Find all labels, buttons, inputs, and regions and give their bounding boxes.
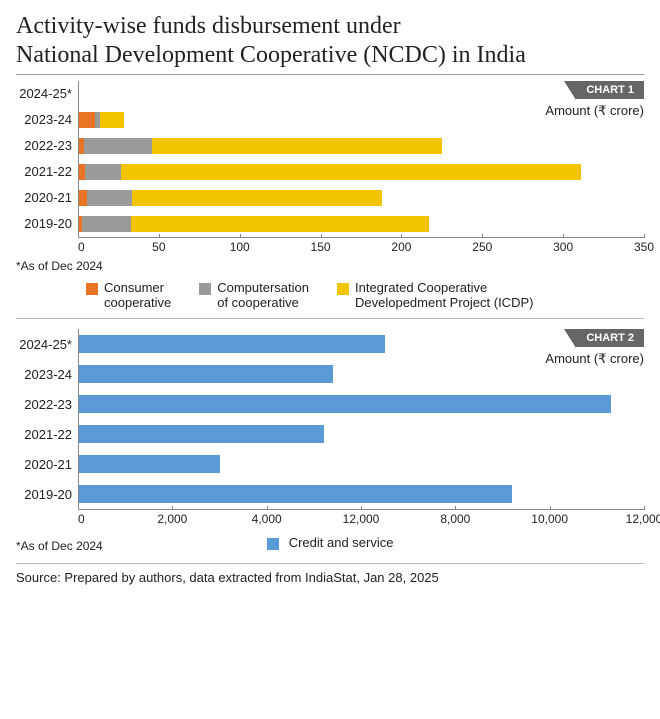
- chart1-track: [78, 211, 644, 237]
- chart1-row: 2020-21: [16, 185, 644, 211]
- chart1-xtick: 0: [78, 240, 85, 254]
- chart2-track: [78, 359, 644, 389]
- chart2-bar-seg: [79, 365, 333, 383]
- chart2-xtick: 4,000: [252, 512, 282, 526]
- chart1-xtick: 350: [634, 240, 654, 254]
- legend-swatch-credit: [267, 538, 279, 550]
- chart1-track: [78, 159, 644, 185]
- title-divider: [16, 74, 644, 75]
- legend-swatch: [86, 283, 98, 295]
- chart2-bar-seg: [79, 455, 220, 473]
- chart1-legend-item: Consumercooperative: [86, 281, 171, 311]
- chart1-note: *As of Dec 2024: [16, 259, 644, 273]
- chart2-row: 2022-23: [16, 389, 644, 419]
- chart2-row: 2021-22: [16, 419, 644, 449]
- chart1-bar-seg: [82, 216, 130, 232]
- chart1-legend: Consumercooperative Computersationof coop…: [86, 281, 644, 311]
- chart1-track: [78, 81, 644, 107]
- chart2-row: 2023-24: [16, 359, 644, 389]
- chart1-bar-seg: [132, 190, 382, 206]
- chart-divider: [16, 318, 644, 319]
- footer-divider: [16, 563, 644, 564]
- chart1-ylabel: 2019-20: [16, 216, 78, 231]
- chart2-bar-seg: [79, 425, 324, 443]
- chart1-bar-seg: [131, 216, 430, 232]
- chart1-bar-seg: [100, 112, 124, 128]
- chart2-row: 2020-21: [16, 449, 644, 479]
- chart2-plot: 2024-25* 2023-24 2022-23 2021-22 2020-21 2019…: [16, 329, 644, 509]
- chart2-track: [78, 389, 644, 419]
- chart2-ylabel: 2019-20: [16, 487, 78, 502]
- source-text: Source: Prepared by authors, data extrac…: [16, 570, 644, 585]
- chart1-ylabel: 2023-24: [16, 112, 78, 127]
- chart1-row: 2022-23: [16, 133, 644, 159]
- legend-label: Integrated CooperativeDevelopedment Proj…: [355, 281, 533, 311]
- chart2-xtick: 12,000: [626, 512, 660, 526]
- chart1-track: [78, 185, 644, 211]
- legend-swatch: [337, 283, 349, 295]
- chart2-ylabel: 2024-25*: [16, 337, 78, 352]
- legend-label: Computersationof cooperative: [217, 281, 309, 311]
- chart1: CHART 1 Amount (₹ crore) 2024-25*2023-24…: [16, 81, 644, 311]
- legend-label-credit: Credit and service: [289, 535, 394, 550]
- chart1-row: 2021-22: [16, 159, 644, 185]
- chart1-ylabel: 2021-22: [16, 164, 78, 179]
- chart1-bar-seg: [121, 164, 581, 180]
- chart1-row: 2023-24: [16, 107, 644, 133]
- chart1-bar-seg: [79, 112, 95, 128]
- chart2-ylabel: 2021-22: [16, 427, 78, 442]
- chart2-track: [78, 449, 644, 479]
- chart2-xtick: 2,000: [157, 512, 187, 526]
- chart1-xtick: 250: [472, 240, 492, 254]
- chart1-bar-seg: [152, 138, 443, 154]
- chart2-ylabel: 2023-24: [16, 367, 78, 382]
- chart2-track: [78, 419, 644, 449]
- chart1-row: 2019-20: [16, 211, 644, 237]
- chart1-ylabel: 2022-23: [16, 138, 78, 153]
- title-line2: National Development Cooperative (NCDC) …: [16, 42, 526, 68]
- chart2-bar-seg: [79, 485, 512, 503]
- chart2-xtick: 10,000: [531, 512, 568, 526]
- chart2-xtick: 8,000: [440, 512, 470, 526]
- chart2-bar-seg: [79, 335, 385, 353]
- chart2-track: [78, 329, 644, 359]
- page-title: Activity-wise funds disbursement under N…: [16, 12, 644, 70]
- chart1-xtick: 100: [230, 240, 250, 254]
- chart1-plot: 2024-25* 2023-24 2022-23 2021-22 2020-21 2019…: [16, 81, 644, 237]
- chart2-row: 2019-20: [16, 479, 644, 509]
- chart2: CHART 2 Amount (₹ crore) 2024-25*2023-24…: [16, 329, 644, 555]
- chart1-bar-seg: [84, 138, 152, 154]
- chart2-track: [78, 479, 644, 509]
- chart2-note: *As of Dec 2024: [16, 539, 103, 553]
- chart2-ylabel: 2022-23: [16, 397, 78, 412]
- chart2-bar-seg: [79, 395, 611, 413]
- chart1-bar-seg: [85, 164, 121, 180]
- chart1-bar-seg: [79, 190, 87, 206]
- legend-label: Consumercooperative: [104, 281, 171, 311]
- chart2-xtick: 12,000: [343, 512, 380, 526]
- chart1-legend-item: Integrated CooperativeDevelopedment Proj…: [337, 281, 533, 311]
- chart2-ylabel: 2020-21: [16, 457, 78, 472]
- title-line1: Activity-wise funds disbursement under: [16, 13, 401, 39]
- chart2-xtick: 0: [78, 512, 85, 526]
- chart1-xtick: 200: [391, 240, 411, 254]
- chart1-xtick: 150: [311, 240, 331, 254]
- chart2-row: 2024-25*: [16, 329, 644, 359]
- chart1-ylabel: 2024-25*: [16, 86, 78, 101]
- chart1-legend-item: Computersationof cooperative: [199, 281, 309, 311]
- chart1-xtick: 50: [152, 240, 165, 254]
- legend-swatch: [199, 283, 211, 295]
- chart1-xaxis: 050100150200250300350: [78, 237, 644, 259]
- chart2-xaxis: 02,0004,00012,0008,00010,00012,000: [78, 509, 644, 531]
- chart1-xtick: 300: [553, 240, 573, 254]
- chart2-legend: Credit and service: [107, 535, 394, 550]
- chart1-track: [78, 107, 644, 133]
- chart1-track: [78, 133, 644, 159]
- chart1-bar-seg: [87, 190, 132, 206]
- chart1-row: 2024-25*: [16, 81, 644, 107]
- chart1-ylabel: 2020-21: [16, 190, 78, 205]
